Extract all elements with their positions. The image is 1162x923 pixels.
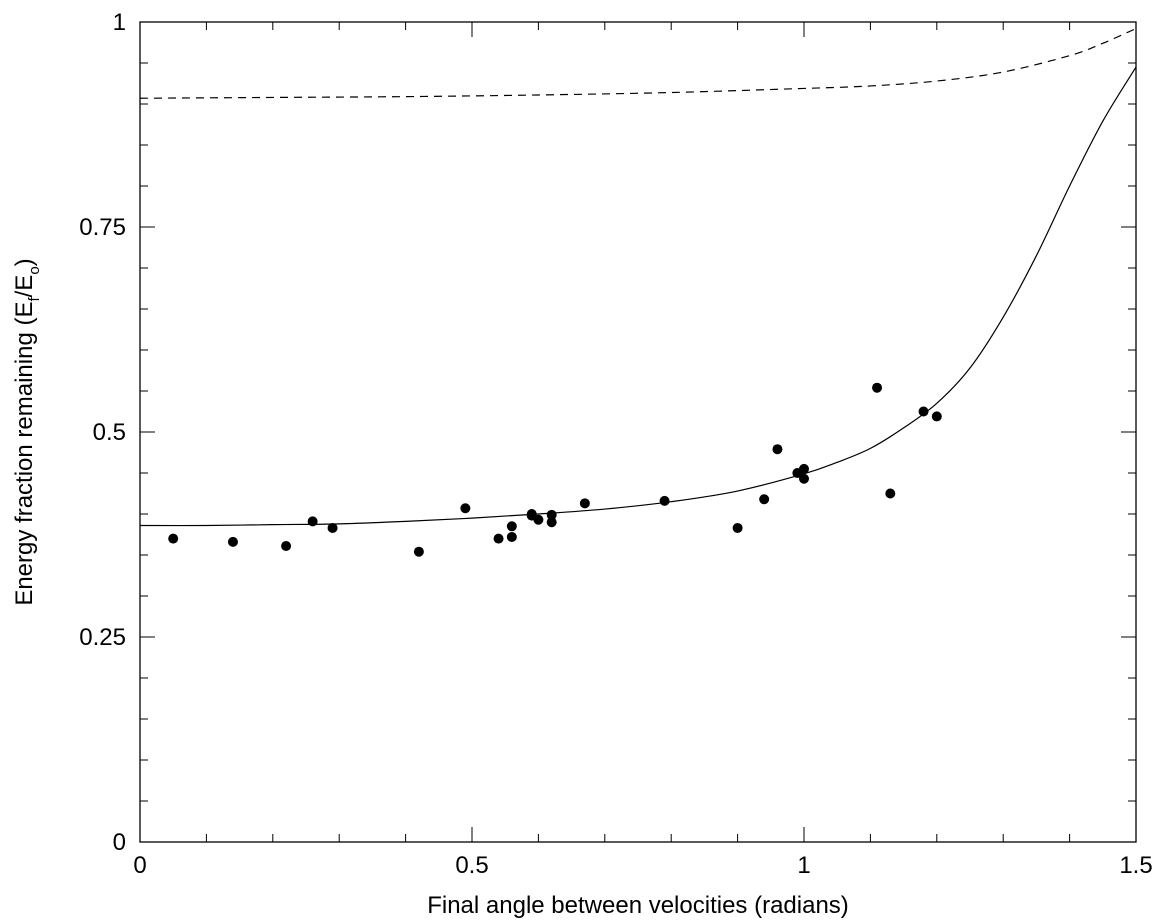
x-tick-label: 1 — [797, 852, 810, 879]
x-axis-label: Final angle between velocities (radians) — [427, 892, 849, 919]
lines-layer — [139, 28, 1137, 527]
data-point — [327, 522, 338, 533]
data-point — [533, 514, 544, 525]
data-point — [506, 531, 517, 542]
ticks-layer — [139, 21, 1137, 843]
y-axis-label-end: ) — [11, 258, 38, 266]
dashed-curve — [139, 28, 1137, 99]
data-point — [659, 495, 670, 506]
data-point — [546, 509, 557, 520]
data-point — [579, 498, 590, 509]
data-point — [885, 488, 896, 499]
data-point — [227, 536, 238, 547]
y-tick-label: 0.75 — [79, 214, 126, 241]
data-point — [413, 546, 424, 557]
data-point — [546, 517, 557, 528]
x-tick-label: 1.5 — [1119, 852, 1152, 879]
data-point — [772, 444, 783, 455]
data-point — [931, 411, 942, 422]
y-tick-label: 1 — [113, 9, 126, 36]
points-layer — [168, 382, 942, 557]
plot-frame — [139, 21, 1137, 843]
data-point — [281, 540, 292, 551]
x-tick-label: 0.5 — [455, 852, 488, 879]
data-point — [307, 516, 318, 527]
fit-curve — [139, 66, 1137, 527]
y-axis-label-mid: /E — [11, 275, 38, 298]
y-axis-label: Energy fraction remaining (Ef/Eo) — [11, 258, 43, 605]
data-point — [526, 509, 537, 519]
data-point — [493, 533, 504, 544]
data-point — [872, 382, 883, 393]
data-point — [799, 463, 809, 474]
y-tick-label: 0.25 — [79, 624, 126, 651]
data-point — [506, 521, 517, 532]
data-point — [460, 503, 471, 514]
y-axis-label-main: Energy fraction remaining (E — [11, 302, 38, 606]
y-tick-label: 0.5 — [93, 419, 126, 446]
data-point — [799, 473, 809, 484]
x-tick-label: 0 — [133, 852, 146, 879]
data-point — [918, 406, 929, 417]
y-axis-label-sub-o: o — [26, 266, 43, 274]
y-tick-label: 0 — [113, 829, 126, 856]
data-point — [168, 533, 179, 544]
labels-layer: 0 0.5 1 1.5 0 0.25 0.5 0.75 1 — [79, 9, 1152, 879]
data-point — [759, 494, 770, 505]
y-axis-label-sub-f: f — [26, 297, 43, 302]
data-point — [732, 522, 743, 533]
